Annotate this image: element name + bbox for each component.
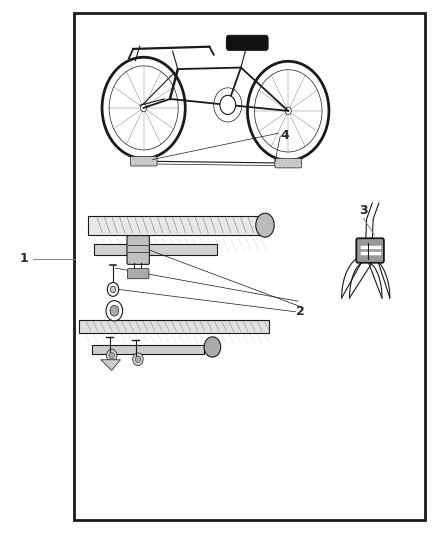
Circle shape: [107, 282, 119, 296]
Polygon shape: [94, 244, 217, 255]
Circle shape: [110, 286, 116, 293]
Circle shape: [106, 349, 117, 362]
Text: 1: 1: [20, 252, 28, 265]
Ellipse shape: [204, 337, 221, 357]
Ellipse shape: [256, 213, 274, 237]
Polygon shape: [92, 345, 204, 354]
Bar: [74, 13, 425, 520]
FancyBboxPatch shape: [356, 238, 384, 263]
Circle shape: [285, 107, 291, 115]
Polygon shape: [79, 320, 269, 333]
FancyBboxPatch shape: [131, 156, 157, 166]
Text: 2: 2: [296, 305, 304, 318]
Circle shape: [133, 353, 143, 366]
Circle shape: [135, 356, 141, 362]
FancyBboxPatch shape: [226, 35, 268, 50]
FancyBboxPatch shape: [127, 236, 149, 264]
FancyBboxPatch shape: [127, 269, 149, 279]
Circle shape: [110, 305, 119, 316]
Circle shape: [220, 95, 236, 115]
Text: 3: 3: [359, 204, 368, 217]
Polygon shape: [88, 216, 267, 235]
FancyBboxPatch shape: [275, 158, 302, 168]
Circle shape: [141, 104, 147, 111]
Circle shape: [109, 352, 114, 359]
Polygon shape: [101, 360, 120, 370]
Text: 4: 4: [280, 130, 289, 142]
Circle shape: [106, 301, 123, 321]
